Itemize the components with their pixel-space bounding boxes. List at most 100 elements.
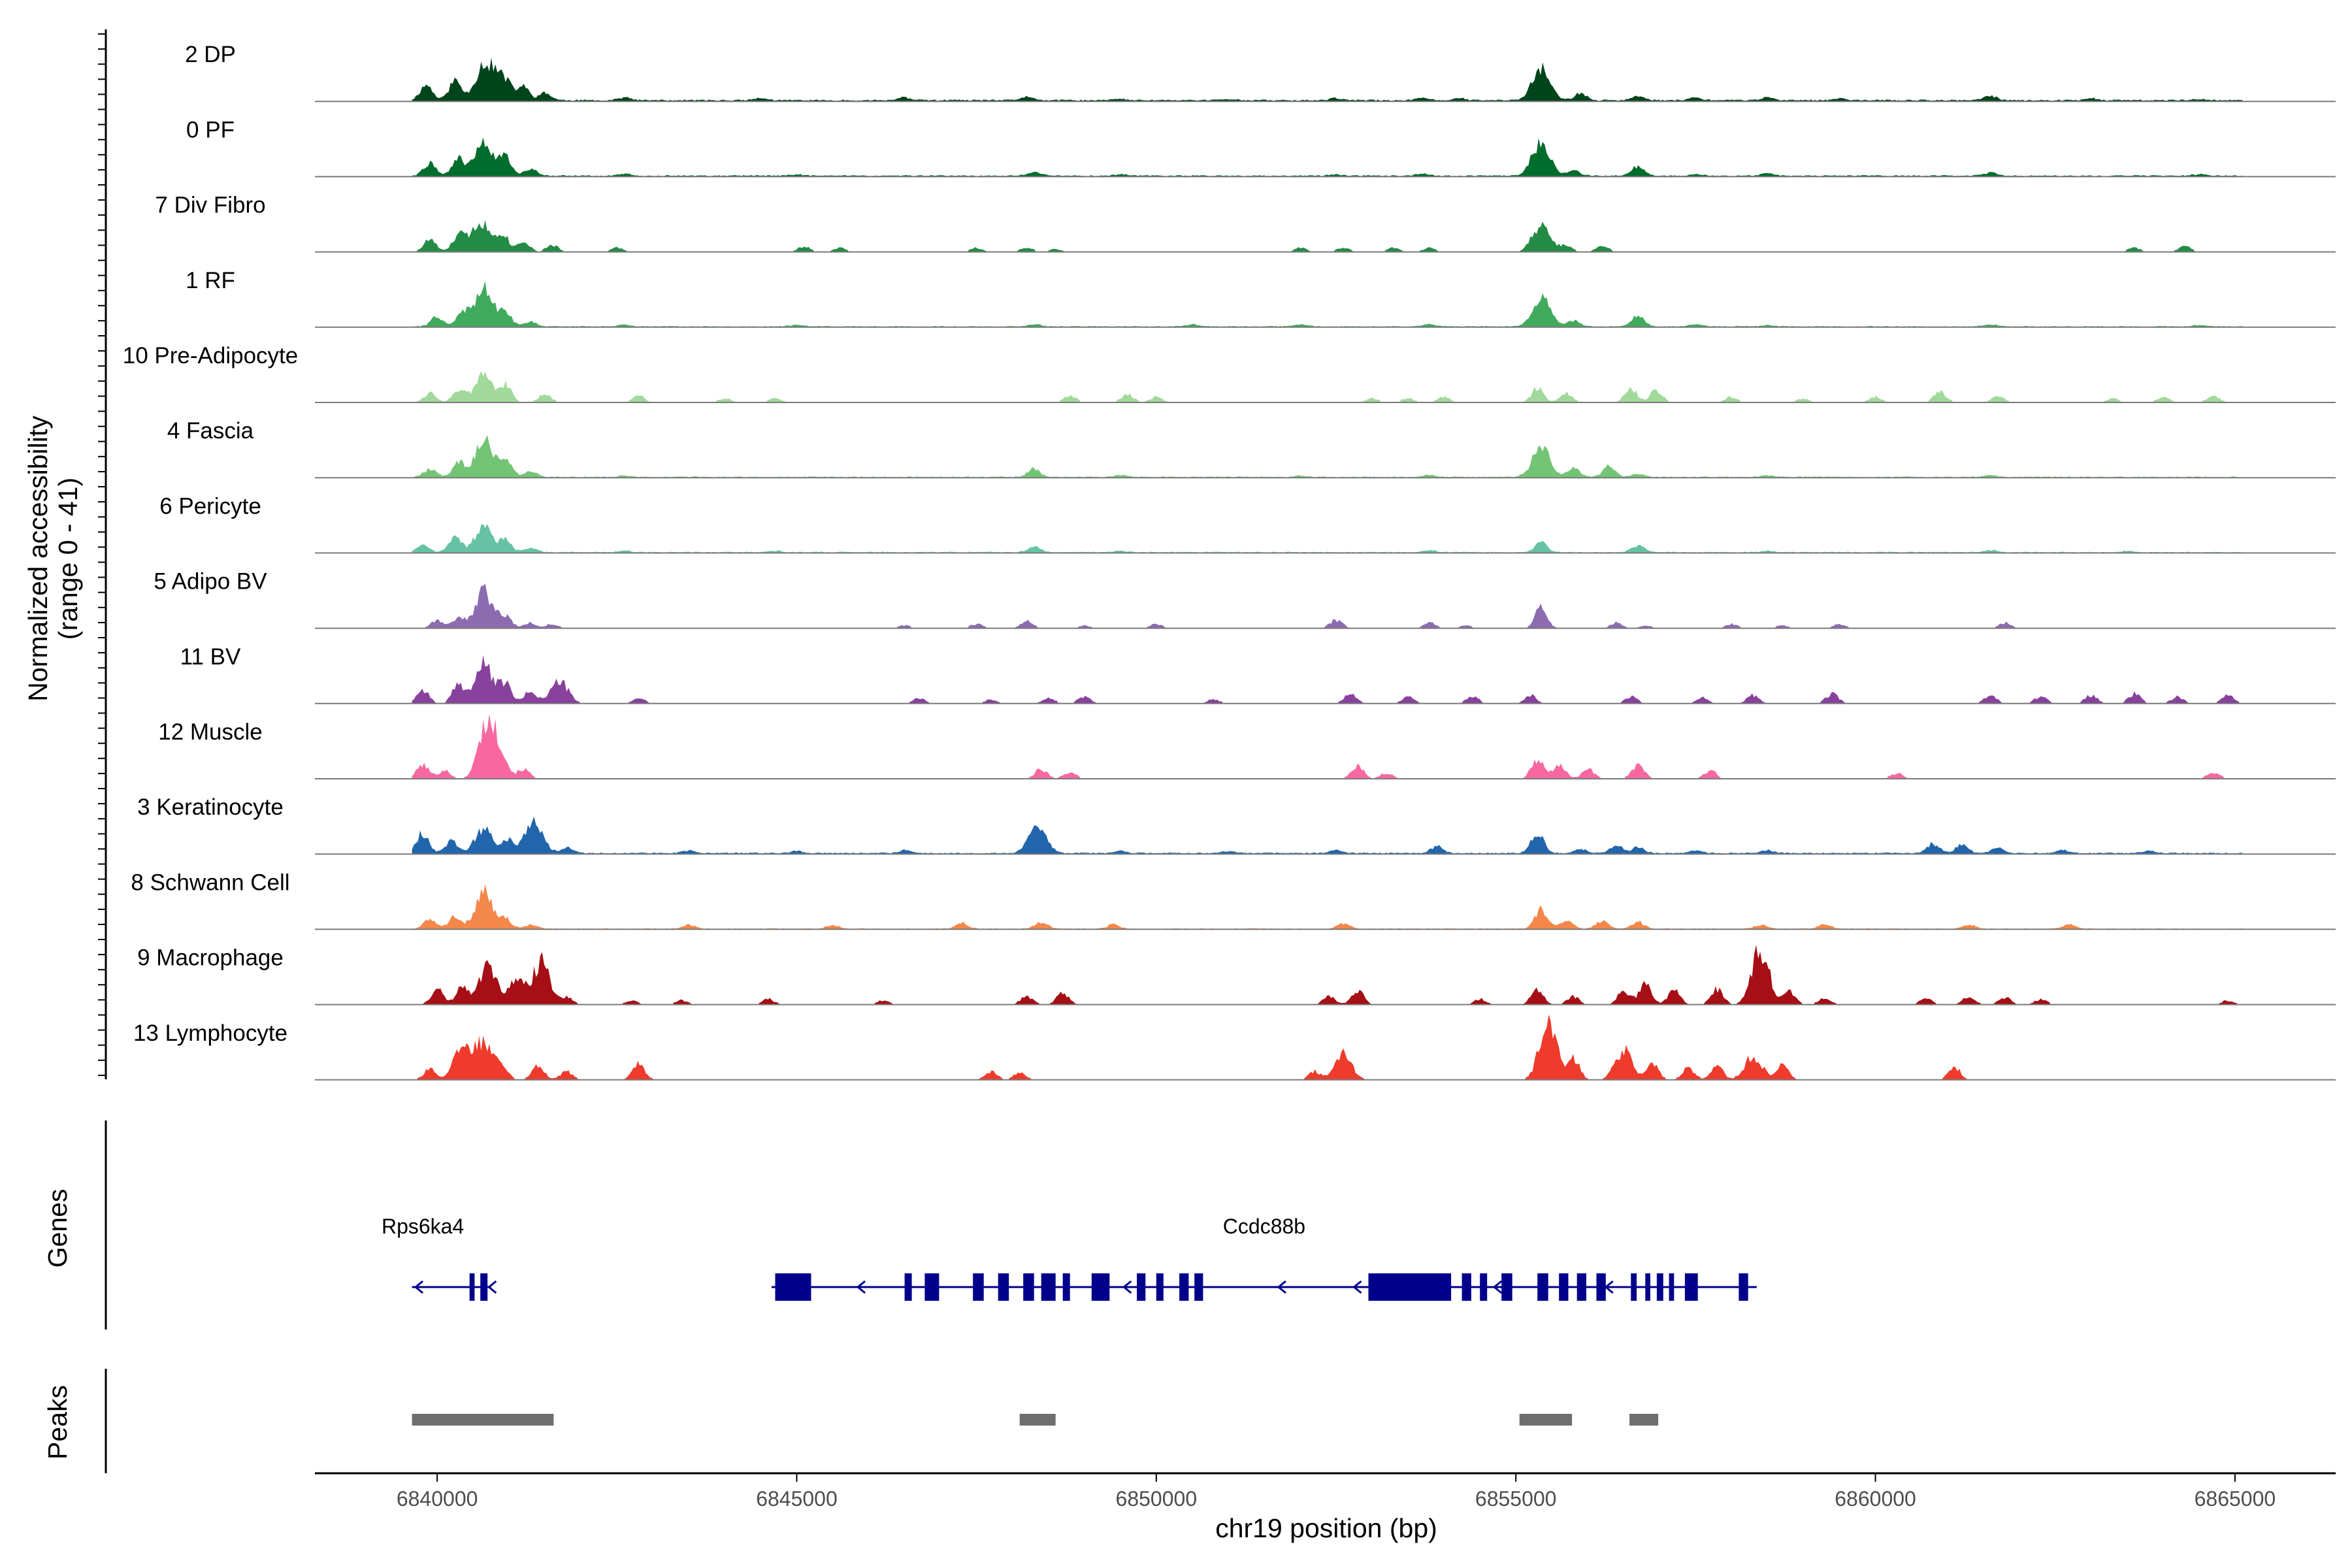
track-label: 12 Muscle — [158, 719, 263, 745]
x-tick-label: 6850000 — [1116, 1487, 1198, 1511]
peak-region — [1019, 1414, 1056, 1426]
strand-arrow — [487, 1280, 497, 1294]
track-14: 13 Lymphocyte — [133, 1014, 2336, 1081]
gene-exon — [1179, 1273, 1189, 1301]
track-label: 3 Keratinocyte — [137, 794, 284, 820]
gene-exon — [1656, 1273, 1663, 1301]
strand-arrow — [1492, 1280, 1503, 1294]
coverage-area — [412, 816, 2242, 855]
coverage-area — [412, 713, 2242, 779]
coverage-area — [412, 655, 2242, 704]
track-10: 12 Muscle — [158, 713, 2336, 779]
gene-exon — [904, 1273, 912, 1301]
gene-exon — [1137, 1273, 1146, 1301]
gene-exon — [1091, 1273, 1110, 1301]
track-label: 7 Div Fibro — [155, 193, 265, 218]
track-label: 0 PF — [186, 117, 235, 142]
y-axis-label: Normalized accessibility — [23, 416, 53, 702]
coverage-area — [412, 1014, 2242, 1080]
track-1: 2 DP — [185, 42, 2336, 103]
gene-exon — [998, 1273, 1009, 1301]
gene-name-label: Ccdc88b — [1223, 1215, 1305, 1238]
strand-arrow — [856, 1280, 866, 1294]
gene-exon — [1156, 1273, 1164, 1301]
peak-region — [412, 1414, 554, 1426]
gene-exon — [1501, 1273, 1512, 1301]
track-label: 8 Schwann Cell — [131, 870, 289, 895]
coverage-area — [412, 371, 2242, 402]
track-11: 3 Keratinocyte — [137, 794, 2336, 855]
track-label: 5 Adipo BV — [154, 569, 267, 595]
coverage-area — [412, 220, 2242, 252]
x-tick-label: 6855000 — [1475, 1487, 1557, 1511]
track-label: 13 Lymphocyte — [133, 1021, 287, 1046]
track-6: 4 Fascia — [167, 418, 2336, 479]
gene-exon — [1041, 1273, 1056, 1301]
coverage-area — [412, 945, 2242, 1005]
track-2: 0 PF — [186, 117, 2336, 178]
gene-exon — [1739, 1273, 1748, 1301]
coverage-area — [412, 137, 2242, 177]
gene-exon — [1194, 1273, 1203, 1301]
gene-exon — [775, 1273, 811, 1301]
gene-exon — [1596, 1273, 1606, 1301]
x-axis: 6840000 6845000 6850000 6855000 6860000 68650… — [315, 1472, 2336, 1511]
gene-exon — [1669, 1273, 1674, 1301]
gene-exon — [1559, 1273, 1569, 1301]
gene-exon — [973, 1273, 984, 1301]
coverage-area — [412, 281, 2242, 327]
gene-exon — [480, 1273, 488, 1301]
track-label: 6 Pericyte — [159, 493, 261, 519]
y-axis — [98, 29, 107, 1079]
coverage-area — [412, 884, 2242, 930]
genes-panel-label: Genes — [42, 1189, 73, 1268]
coverage-area — [412, 434, 2242, 478]
gene-exon — [1645, 1273, 1650, 1301]
gene-exon — [1631, 1273, 1637, 1301]
peak-region — [1519, 1414, 1573, 1426]
gene-name-label: Rps6ka4 — [382, 1215, 464, 1238]
x-axis-label: chr19 position (bp) — [1215, 1513, 1437, 1543]
y-axis-range-label: (range 0 - 41) — [53, 478, 83, 640]
track-13: 9 Macrophage — [137, 945, 2336, 1005]
coverage-area — [412, 583, 2242, 629]
track-5: 10 Pre-Adipocyte — [123, 343, 2336, 403]
gene-exon — [1462, 1273, 1471, 1301]
gene-exon — [1368, 1273, 1452, 1301]
strand-arrow — [1352, 1280, 1362, 1294]
coverage-area — [412, 57, 2242, 102]
gene-exon — [1537, 1273, 1548, 1301]
gene-ccdc88b: Ccdc88b — [771, 1215, 1757, 1301]
gene-exon — [1684, 1273, 1698, 1301]
strand-arrow — [1604, 1280, 1614, 1294]
track-9: 11 BV — [180, 644, 2336, 704]
track-label: 1 RF — [186, 268, 235, 293]
gene-exon — [469, 1273, 475, 1301]
strand-arrow — [1277, 1280, 1286, 1294]
track-8: 5 Adipo BV — [154, 569, 2336, 629]
peaks-panel — [105, 1369, 1659, 1473]
track-label: 4 Fascia — [167, 418, 254, 444]
gene-rps6ka4: Rps6ka4 — [382, 1215, 497, 1301]
coverage-tracks: 2 DP 0 PF 7 Div Fibro 1 RF 10 Pre-Adipocyte 4… — [123, 42, 2336, 1081]
peaks-panel-label: Peaks — [42, 1385, 73, 1460]
gene-exon — [1576, 1273, 1586, 1301]
strand-arrow — [1122, 1280, 1132, 1294]
gene-exon — [1023, 1273, 1034, 1301]
track-3: 7 Div Fibro — [155, 193, 2336, 253]
track-label: 11 BV — [180, 644, 241, 670]
track-7: 6 Pericyte — [159, 493, 2336, 554]
gene-exon — [1480, 1273, 1488, 1301]
x-tick-label: 6860000 — [1835, 1487, 1916, 1511]
track-label: 2 DP — [185, 42, 236, 67]
track-label: 10 Pre-Adipocyte — [123, 343, 298, 368]
genes-panel: Rps6ka4 Ccdc88b — [105, 1120, 1757, 1330]
coverage-area — [412, 524, 2242, 553]
track-4: 1 RF — [186, 268, 2336, 328]
x-tick-label: 6865000 — [2195, 1487, 2276, 1511]
strand-arrow — [414, 1280, 424, 1294]
x-tick-label: 6845000 — [756, 1487, 838, 1511]
gene-exon — [1062, 1273, 1070, 1301]
track-label: 9 Macrophage — [137, 945, 284, 971]
track-12: 8 Schwann Cell — [131, 870, 2336, 930]
